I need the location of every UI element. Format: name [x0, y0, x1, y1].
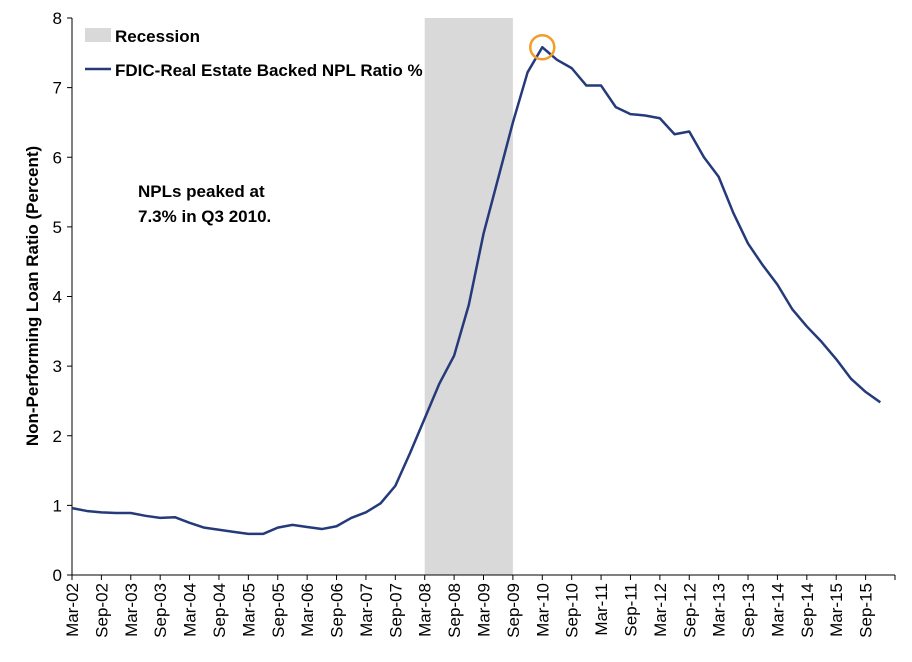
annotation-line-1: NPLs peaked at	[138, 182, 265, 201]
x-tick-label: Mar-13	[710, 583, 729, 637]
y-axis: 0 1 2 3 4 5 6 7 8	[53, 9, 73, 585]
x-tick-label: Sep-08	[445, 583, 464, 638]
y-tick-label: 5	[53, 218, 62, 237]
y-tick-label: 7	[53, 79, 62, 98]
marker-layer	[529, 33, 556, 61]
x-tick-label: Mar-07	[357, 583, 376, 637]
peak-marker	[529, 33, 556, 61]
y-tick-label: 6	[53, 148, 62, 167]
x-tick-label: Sep-04	[210, 583, 229, 638]
x-tick-label: Mar-04	[181, 583, 200, 637]
x-tick-label: Mar-08	[416, 583, 435, 637]
x-tick-label: Sep-11	[621, 583, 640, 637]
legend-recession-swatch	[85, 28, 111, 42]
x-tick-label: Mar-05	[239, 583, 258, 637]
legend: Recession FDIC-Real Estate Backed NPL Ra…	[85, 27, 423, 80]
x-tick-label: Mar-14	[768, 583, 787, 637]
x-tick-label: Mar-06	[298, 583, 317, 637]
x-tick-label: Sep-07	[386, 583, 405, 638]
x-tick-label: Sep-02	[92, 583, 111, 638]
annotation-line-2: 7.3% in Q3 2010.	[138, 207, 271, 226]
legend-recession-label: Recession	[115, 27, 200, 46]
recession-shading	[424, 18, 513, 575]
x-tick-label: Mar-09	[475, 583, 494, 637]
legend-series-label: FDIC-Real Estate Backed NPL Ratio %	[115, 61, 423, 80]
y-axis-label: Non-Performing Loan Ratio (Percent)	[23, 146, 42, 446]
x-tick-label: Sep-14	[798, 583, 817, 638]
y-tick-label: 8	[53, 9, 62, 28]
y-tick-label: 4	[53, 288, 62, 307]
x-tick-label: Sep-12	[680, 583, 699, 638]
x-tick-label: Sep-10	[563, 583, 582, 638]
series-layer	[71, 45, 882, 536]
x-tick-label: Sep-05	[269, 583, 288, 638]
x-tick-label: Mar-02	[63, 583, 82, 637]
x-tick-label: Mar-10	[533, 583, 552, 637]
x-tick-label: Mar-11	[592, 583, 611, 636]
x-tick-label: Mar-12	[651, 583, 670, 637]
x-tick-label: Mar-15	[827, 583, 846, 637]
recession-band	[424, 18, 513, 575]
x-tick-label: Sep-09	[504, 583, 523, 638]
y-tick-label: 0	[53, 566, 62, 585]
x-tick-label: Sep-15	[857, 583, 876, 638]
x-tick-label: Sep-06	[328, 583, 347, 638]
x-tick-label: Mar-03	[122, 583, 141, 637]
y-tick-label: 1	[53, 496, 62, 515]
x-axis: Mar-02 Sep-02 Mar-03 Sep-03 Mar-04 Sep-04 Mar-…	[63, 574, 896, 638]
x-tick-label: Sep-03	[151, 583, 170, 638]
y-tick-label: 2	[53, 427, 62, 446]
y-tick-label: 3	[53, 357, 62, 376]
x-tick-label: Sep-13	[739, 583, 758, 638]
series-line	[71, 45, 882, 536]
